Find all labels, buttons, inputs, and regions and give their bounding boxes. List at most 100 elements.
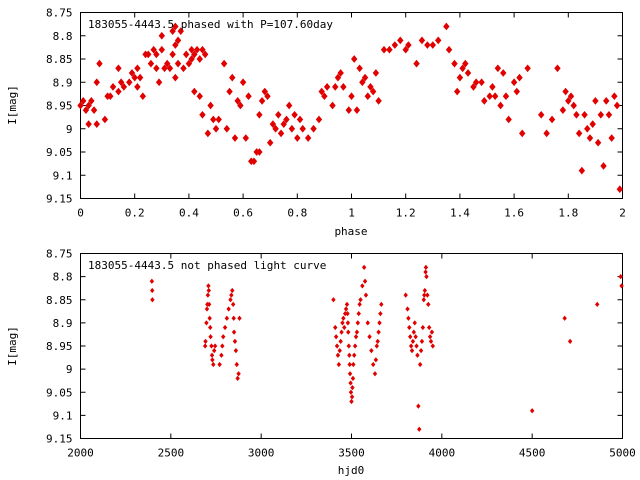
- data-point: [149, 278, 155, 284]
- data-point: [117, 78, 125, 87]
- data-point: [237, 315, 242, 321]
- data-point: [109, 83, 117, 91]
- data-point: [429, 41, 436, 49]
- data-point: [337, 347, 342, 354]
- data-point: [346, 343, 351, 349]
- data-point: [611, 92, 618, 101]
- x-tick-label: 0.4: [179, 207, 199, 220]
- data-point: [374, 343, 379, 349]
- data-point: [201, 50, 209, 59]
- data-point: [419, 338, 425, 345]
- data-point: [415, 352, 420, 358]
- data-point: [93, 78, 100, 87]
- data-point: [188, 55, 195, 63]
- data-point: [603, 97, 610, 105]
- data-point: [85, 101, 92, 110]
- data-point: [264, 92, 271, 101]
- data-point: [409, 347, 415, 354]
- data-point: [494, 64, 502, 73]
- data-point: [581, 110, 588, 119]
- data-point: [516, 73, 523, 82]
- data-point: [296, 115, 304, 124]
- data-point: [208, 324, 213, 331]
- data-point: [272, 124, 279, 133]
- data-point: [217, 361, 222, 368]
- data-point: [174, 36, 182, 45]
- x-axis-label: hjd0: [338, 464, 365, 477]
- data-point: [346, 329, 351, 335]
- data-point: [489, 83, 496, 91]
- data-point: [136, 73, 144, 82]
- data-point: [424, 273, 429, 280]
- y-axis-label: I[mag]: [6, 326, 19, 366]
- data-point: [158, 31, 165, 40]
- data-point: [299, 124, 306, 133]
- data-point: [513, 87, 521, 96]
- data-point: [618, 273, 623, 280]
- data-point: [361, 264, 367, 271]
- data-point: [356, 310, 361, 317]
- data-point: [161, 64, 168, 73]
- plot-frame: [80, 253, 623, 439]
- data-point: [231, 329, 237, 335]
- data-point: [191, 87, 198, 96]
- data-point: [88, 97, 95, 105]
- y-tick-label: 9: [66, 363, 73, 376]
- data-point: [562, 87, 569, 96]
- data-point: [372, 371, 378, 377]
- data-point: [223, 124, 231, 133]
- data-point: [613, 101, 621, 110]
- data-point: [221, 334, 226, 340]
- data-point: [283, 115, 290, 124]
- x-tick-label: 5000: [609, 447, 636, 460]
- data-point: [367, 334, 372, 340]
- data-point: [426, 301, 431, 308]
- x-tick-label: 2000: [67, 447, 94, 460]
- data-point: [472, 78, 480, 87]
- data-point: [209, 352, 215, 358]
- data-point: [277, 129, 285, 138]
- data-point: [334, 343, 340, 349]
- y-tick-label: 8.75: [46, 7, 73, 20]
- data-point: [177, 27, 184, 35]
- data-point: [188, 45, 195, 54]
- data-point: [115, 87, 122, 96]
- unphased-light-curve-panel: 2000 2500 3000 3500 4000 4500 5000 8.75 8.8 8.85…: [6, 248, 636, 478]
- data-point: [418, 347, 424, 354]
- data-point: [481, 97, 488, 105]
- data-point: [478, 78, 485, 87]
- data-point: [397, 36, 404, 45]
- data-point: [423, 269, 428, 275]
- data-point: [365, 320, 370, 326]
- data-point: [372, 69, 380, 77]
- data-point: [429, 329, 435, 335]
- y-tick-label: 9.15: [46, 193, 73, 206]
- data-point: [353, 334, 359, 340]
- data-point: [345, 310, 350, 317]
- data-point: [519, 129, 526, 138]
- data-point: [174, 59, 182, 68]
- data-point: [420, 324, 426, 331]
- data-point: [375, 338, 380, 345]
- data-point: [231, 315, 236, 321]
- data-point: [351, 55, 358, 63]
- y-tick-label: 8.75: [46, 248, 73, 261]
- data-point: [315, 115, 323, 124]
- data-point: [115, 64, 122, 73]
- data-point: [333, 334, 339, 340]
- data-point: [403, 292, 408, 298]
- data-point: [559, 106, 567, 114]
- data-point: [77, 101, 84, 110]
- y-tick-label: 8.9: [53, 317, 73, 330]
- data-point: [356, 64, 363, 73]
- data-point: [169, 50, 176, 59]
- data-point: [211, 347, 217, 354]
- data-point: [376, 329, 381, 335]
- data-point: [359, 78, 366, 87]
- data-point: [203, 338, 208, 345]
- data-point: [347, 361, 352, 368]
- data-point: [426, 324, 432, 331]
- y-tick-label: 8.8: [53, 271, 73, 284]
- data-point: [258, 97, 266, 105]
- data-point: [182, 50, 190, 59]
